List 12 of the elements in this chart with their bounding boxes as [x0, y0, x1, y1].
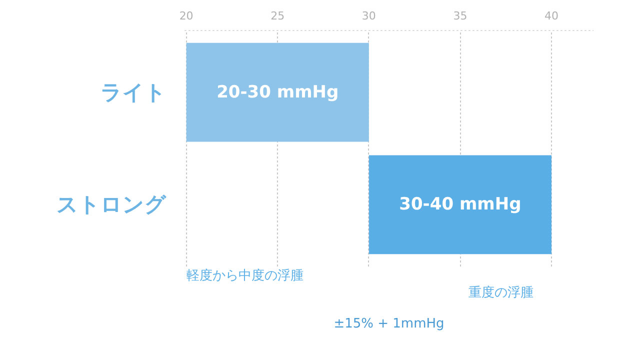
x-tick-label: 20: [179, 10, 194, 22]
x-tick-label: 35: [453, 10, 468, 22]
data-label: 20-30 mmHg: [216, 82, 339, 102]
y-tick-label: ライト: [100, 80, 166, 104]
text: 重度の浮腫: [468, 284, 534, 300]
x-tick-label: 25: [270, 10, 285, 22]
data-label: 30-40 mmHg: [399, 194, 522, 215]
x-tick-label: 30: [362, 10, 376, 22]
text: ±15% + 1mmHg: [334, 316, 444, 332]
x-tick-label: 40: [544, 10, 559, 22]
y-tick-label: ストロング: [56, 192, 166, 217]
text: 軽度から中度の浮腫: [186, 268, 304, 284]
